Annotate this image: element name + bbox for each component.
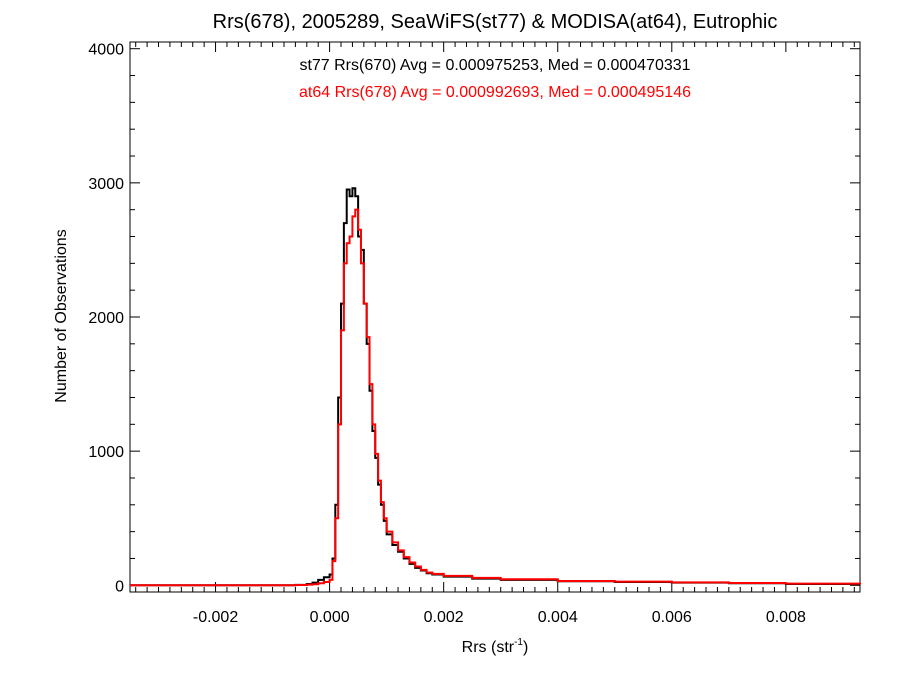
y-tick-label: 0 (115, 578, 124, 595)
plot-border (129, 41, 861, 593)
x-tick-label: 0.000 (310, 609, 350, 626)
plot-frame (129, 41, 861, 593)
x-tick-label: 0.002 (424, 609, 464, 626)
x-tick-label: 0.004 (538, 609, 578, 626)
x-tick-label: 0.008 (766, 609, 806, 626)
y-tick-label: 1000 (88, 444, 124, 461)
series-line-0 (130, 187, 861, 587)
x-tick-label: -0.002 (193, 609, 238, 626)
y-tick-label: 4000 (88, 42, 124, 59)
chart-title: Rrs(678), 2005289, SeaWiFS(st77) & MODIS… (213, 11, 778, 33)
series-layer (130, 187, 861, 587)
tick-labels: -0.002 0.000 0.002 0.004 0.006 0.008 0 1000 2000… (88, 42, 806, 626)
y-tick-label: 2000 (88, 310, 124, 327)
axis-ticks (130, 42, 860, 592)
stats-annotation-1: at64 Rrs(678) Avg = 0.000992693, Med = 0… (299, 84, 691, 101)
y-tick-label: 3000 (88, 176, 124, 193)
x-axis-label: Rrs (str-1) (462, 637, 529, 656)
stats-annotation-0: st77 Rrs(670) Avg = 0.000975253, Med = 0… (299, 57, 690, 74)
x-tick-label: 0.006 (652, 609, 692, 626)
y-axis-label: Number of Observations (53, 229, 70, 402)
annotation-layer: st77 Rrs(670) Avg = 0.000975253, Med = 0… (299, 57, 691, 101)
series-line-1 (130, 208, 861, 587)
